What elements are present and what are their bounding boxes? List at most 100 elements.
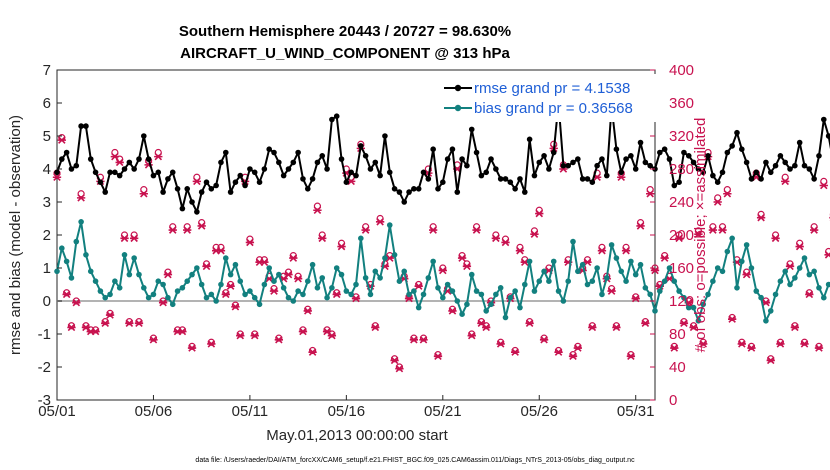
- rmse-point: [507, 179, 514, 185]
- obs-possible-point: [632, 293, 640, 301]
- obs-assimilated-point: [535, 209, 544, 218]
- bias-point: [87, 268, 94, 275]
- rmse-point: [353, 172, 359, 179]
- obs-assimilated-point: [660, 254, 669, 262]
- rmse-point: [280, 172, 287, 179]
- obs-assimilated-point: [375, 218, 385, 226]
- bias-point: [502, 314, 509, 321]
- obs-assimilated-point: [183, 226, 192, 234]
- rmse-point: [406, 189, 412, 195]
- obs-assimilated-point: [781, 177, 790, 186]
- bias-point: [290, 298, 297, 304]
- obs-assimilated-point: [52, 173, 62, 182]
- bias-point: [550, 258, 557, 265]
- bias-point: [237, 278, 244, 285]
- obs-assimilated-point: [539, 336, 549, 344]
- rmse-point: [73, 162, 80, 169]
- bias-point: [309, 261, 316, 268]
- rmse-point: [613, 146, 620, 152]
- bias-point: [300, 291, 306, 298]
- bias-point: [112, 278, 118, 285]
- rmse-point: [121, 166, 128, 172]
- rmse-point: [203, 179, 210, 185]
- obs-assimilated-point: [308, 348, 317, 356]
- rmse-point: [517, 176, 523, 182]
- obs-assimilated-point: [588, 323, 597, 332]
- bias-point: [473, 288, 480, 294]
- rmse-point: [382, 133, 388, 139]
- obs-possible-point: [207, 338, 215, 346]
- obs-possible-point: [434, 351, 442, 359]
- obs-assimilated-point: [597, 246, 607, 255]
- bias-point: [618, 268, 625, 275]
- bias-point: [169, 301, 176, 308]
- bias-point: [801, 255, 808, 261]
- bias-point: [276, 271, 282, 278]
- obs-possible-point: [333, 289, 341, 297]
- rmse-point: [396, 189, 403, 195]
- y-right-tick-label: 320: [669, 128, 694, 145]
- rmse-point: [579, 176, 586, 182]
- rmse-point: [748, 176, 755, 182]
- rmse-point: [333, 113, 340, 119]
- rmse-point: [169, 169, 176, 176]
- y-right-tick-label: 240: [669, 194, 694, 211]
- bias-point: [685, 304, 692, 311]
- obs-possible-point: [680, 318, 688, 326]
- obs-assimilated-point: [699, 340, 708, 348]
- y-right-tick-label: 0: [669, 392, 677, 409]
- obs-assimilated-point: [433, 352, 443, 361]
- bias-point: [493, 291, 499, 298]
- obs-assimilated-point: [689, 323, 698, 332]
- rmse-point: [232, 179, 239, 185]
- y-tick-label: 4: [43, 161, 51, 178]
- obs-possible-point: [101, 318, 109, 326]
- bias-point: [628, 258, 634, 265]
- bias-point: [652, 308, 658, 314]
- obs-possible-point: [588, 322, 596, 330]
- rmse-point: [218, 159, 224, 166]
- bias-point: [724, 248, 731, 255]
- y-tick-label: 2: [43, 227, 51, 244]
- obs-assimilated-point: [694, 230, 703, 238]
- obs-assimilated-point: [361, 226, 370, 234]
- rmse-point: [473, 149, 480, 156]
- bias-point: [657, 288, 663, 294]
- obs-assimilated-point: [515, 246, 525, 255]
- rmse-point: [179, 205, 186, 212]
- obs-assimilated-point: [158, 298, 168, 307]
- rmse-point: [348, 169, 354, 176]
- rmse-point: [174, 186, 181, 192]
- bias-point: [358, 235, 364, 242]
- obs-possible-point: [82, 322, 90, 330]
- rmse-point: [59, 156, 65, 162]
- rmse-point: [705, 153, 711, 159]
- rmse-point: [623, 156, 629, 162]
- obs-assimilated-point: [178, 327, 187, 336]
- bias-point: [247, 288, 253, 294]
- rmse-point: [782, 159, 789, 166]
- rmse-point: [444, 156, 451, 162]
- bias-point: [256, 301, 263, 308]
- bias-point: [816, 285, 822, 291]
- obs-assimilated-point: [790, 323, 800, 332]
- rmse-point: [285, 166, 292, 172]
- bias-point: [440, 294, 446, 301]
- obs-assimilated-point: [718, 226, 727, 234]
- legend-rmse-marker: [454, 84, 462, 92]
- obs-assimilated-point: [776, 340, 785, 348]
- bias-point: [102, 294, 109, 301]
- rmse-point: [116, 172, 123, 179]
- bias-point: [391, 252, 398, 258]
- bias-point: [560, 298, 567, 304]
- y-axis-right-label: # of obs: o=possible; ×=assimilated: [692, 118, 709, 353]
- bias-point: [401, 268, 408, 275]
- obs-assimilated-point: [674, 234, 684, 243]
- rmse-point: [565, 162, 571, 169]
- bias-point: [748, 265, 755, 271]
- rmse-point: [599, 156, 605, 162]
- rmse-point: [145, 156, 152, 162]
- rmse-point: [695, 166, 702, 172]
- obs-assimilated-point: [332, 290, 341, 299]
- bias-point: [59, 245, 65, 251]
